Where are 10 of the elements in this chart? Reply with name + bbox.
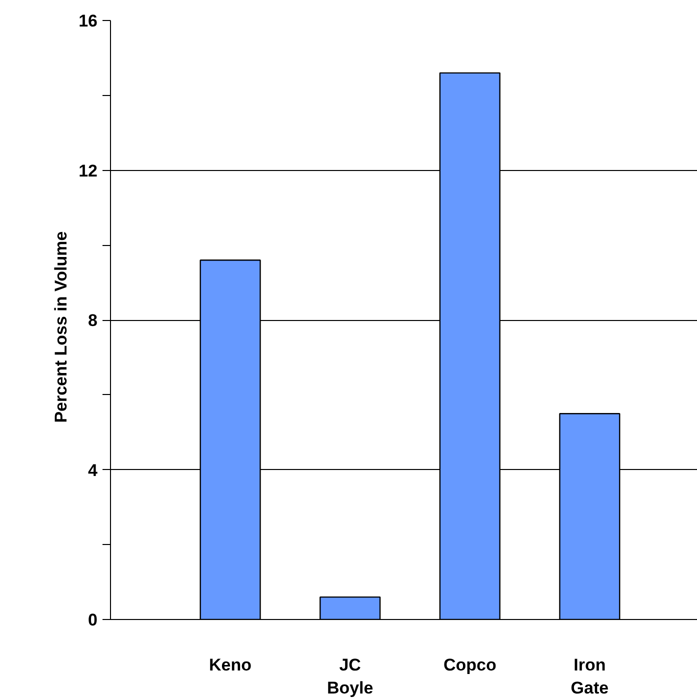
y-tick-label: 8 [88, 311, 98, 330]
y-tick-label: 12 [78, 161, 98, 180]
y-tick-label: 4 [88, 460, 98, 480]
x-tick-label: JC Boyle [326, 656, 374, 698]
x-tick-label: Iron Gate [570, 656, 609, 698]
y-tick-label: 16 [78, 12, 98, 30]
x-tick-label: Keno [209, 656, 252, 674]
y-tick-label: 0 [88, 610, 98, 630]
y-axis-title: Percent Loss in Volume [52, 231, 71, 423]
x-tick-label: Copco [443, 656, 496, 674]
